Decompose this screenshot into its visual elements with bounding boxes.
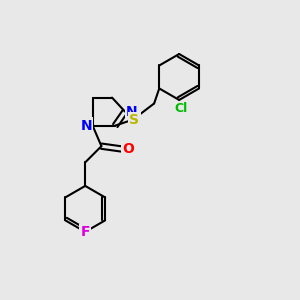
Text: Cl: Cl xyxy=(174,102,187,115)
Text: N: N xyxy=(126,105,137,118)
Text: F: F xyxy=(80,225,90,239)
Text: S: S xyxy=(129,113,140,127)
Text: O: O xyxy=(122,142,134,156)
Text: N: N xyxy=(80,118,92,133)
